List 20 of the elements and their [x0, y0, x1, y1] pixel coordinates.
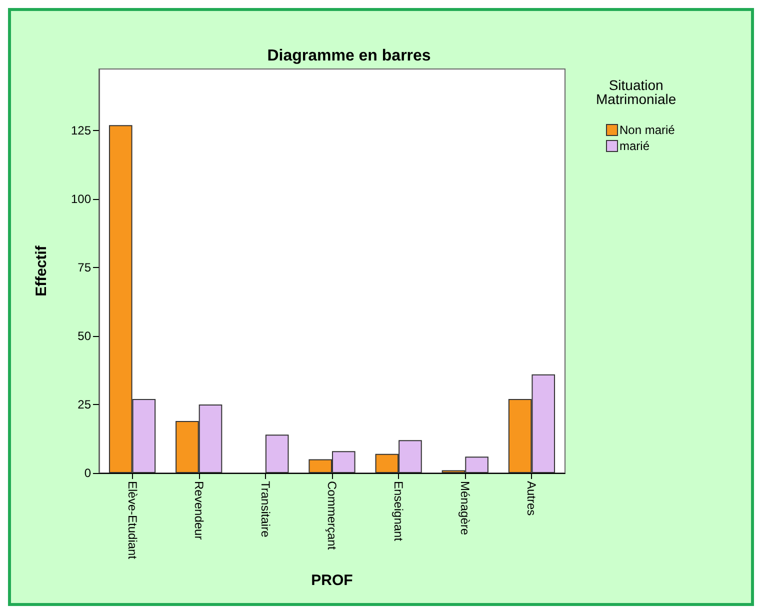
- x-tick-label: Ménagère: [458, 481, 472, 536]
- y-tick-label: 50: [78, 329, 92, 344]
- bar: [265, 434, 289, 473]
- legend-label: Non marié: [620, 123, 676, 137]
- y-tick-label: 0: [84, 466, 92, 480]
- x-tick-label: Revendeur: [192, 481, 206, 540]
- y-tick-label: 75: [78, 260, 92, 275]
- legend-title: Situation Matrimoniale: [596, 77, 676, 107]
- y-tick-label: 100: [70, 192, 92, 206]
- x-tick-label: Commerçant: [325, 481, 339, 550]
- x-tick-label: Elève-Etudiant: [125, 481, 140, 560]
- x-tick-label: Autres: [524, 481, 539, 516]
- x-tick-label: Enseignant: [392, 481, 406, 542]
- y-axis-title: Effectif: [33, 244, 50, 296]
- x-tick-label: Transitaire: [258, 481, 272, 538]
- legend-label: marié: [620, 139, 650, 153]
- y-tick-label: 125: [70, 124, 92, 138]
- y-tick-label: 25: [78, 398, 92, 412]
- x-axis-title: PROF: [311, 572, 353, 589]
- chart-title: Diagramme en barres: [267, 48, 431, 64]
